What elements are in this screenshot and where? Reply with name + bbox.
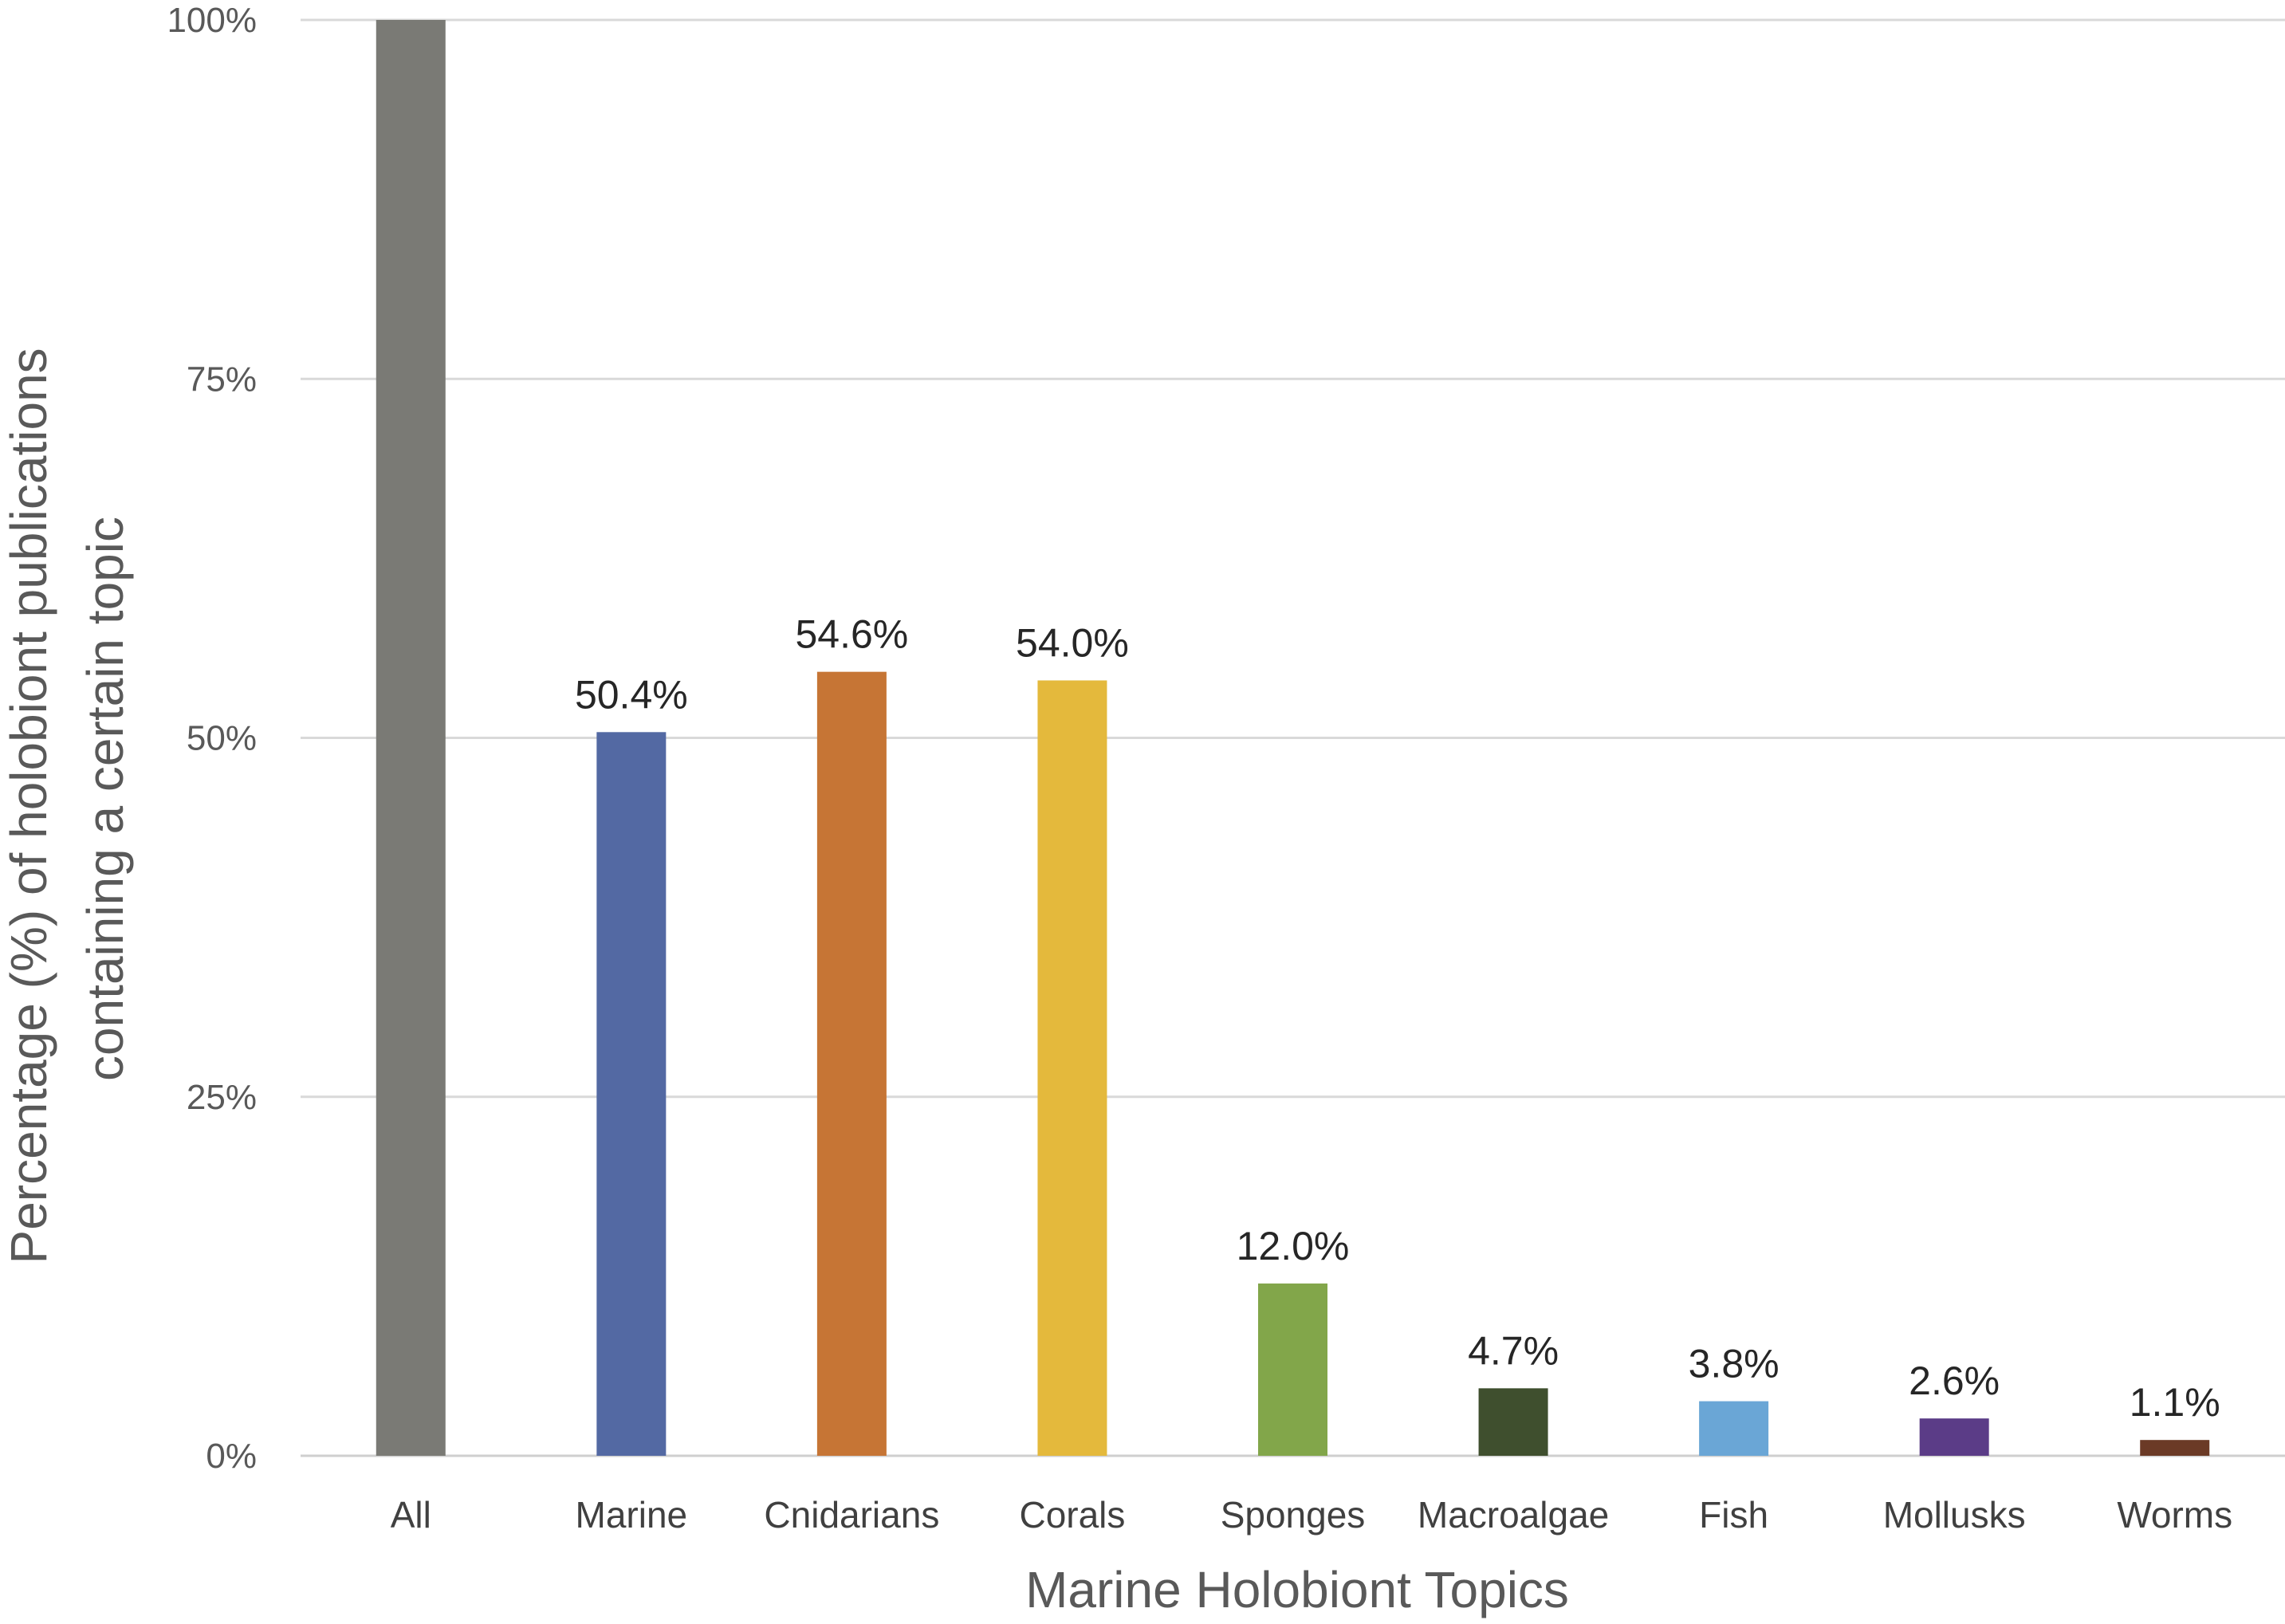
x-tick-label: Macroalgae — [1418, 1494, 1609, 1536]
x-tick-label: Worms — [2117, 1494, 2232, 1536]
bar — [2140, 1440, 2210, 1456]
y-tick-label: 25% — [187, 1078, 257, 1117]
x-tick-label: Cnidarians — [764, 1494, 939, 1536]
x-tick-label: Mollusks — [1883, 1494, 2026, 1536]
y-axis-title: Percentage (%) of holobiont publications… — [0, 334, 134, 1264]
x-tick-label: All — [391, 1494, 431, 1536]
data-label: 54.6% — [795, 612, 908, 657]
bars — [376, 20, 2210, 1456]
data-label: 3.8% — [1689, 1342, 1780, 1386]
y-axis-title-line-1: Percentage (%) of holobiont publications — [0, 348, 57, 1264]
data-label: 4.7% — [1468, 1328, 1559, 1373]
x-axis-title: Marine Holobiont Topics — [1025, 1561, 1569, 1618]
bar — [596, 732, 667, 1456]
bar — [376, 20, 446, 1456]
data-labels: 50.4% 54.6% 54.0% 12.0% 4.7% 3.8% 2.6% 1.1% — [575, 612, 2220, 1425]
data-label: 2.6% — [1909, 1359, 2000, 1403]
data-label: 12.0% — [1237, 1224, 1350, 1268]
y-axis-title-line-2: containing a certain topic — [77, 517, 134, 1081]
y-tick-label: 75% — [187, 360, 257, 399]
y-tick-label: 50% — [187, 719, 257, 758]
bar — [816, 671, 887, 1456]
data-label: 54.0% — [1016, 620, 1129, 665]
data-label: 50.4% — [575, 672, 688, 717]
x-tick-label: Sponges — [1221, 1494, 1366, 1536]
bar — [1919, 1418, 1989, 1456]
x-tick-label: Marine — [576, 1494, 688, 1536]
data-label: 1.1% — [2130, 1380, 2220, 1425]
y-axis-ticks: 0% 25% 50% 75% 100% — [167, 1, 257, 1476]
y-tick-label: 100% — [167, 1, 257, 40]
x-tick-label: Fish — [1699, 1494, 1768, 1536]
y-tick-label: 0% — [206, 1437, 257, 1476]
x-axis-ticks: All Marine Cnidarians Corals Sponges Macroalg… — [391, 1494, 2232, 1536]
x-tick-label: Corals — [1019, 1494, 1125, 1536]
bar — [1037, 680, 1107, 1456]
bar — [1258, 1283, 1327, 1456]
bar — [1699, 1401, 1769, 1456]
bar — [1478, 1388, 1548, 1456]
